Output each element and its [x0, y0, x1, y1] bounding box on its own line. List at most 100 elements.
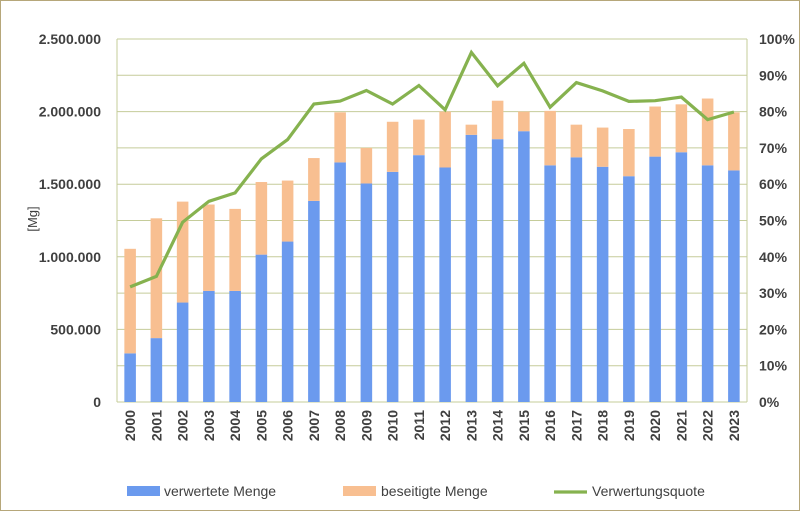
bar-beseitigte-menge	[334, 112, 346, 162]
bar-verwertete-menge	[124, 353, 136, 402]
bar-verwertete-menge	[728, 170, 740, 402]
x-tick-label: 2004	[227, 410, 243, 441]
x-tick-label: 2006	[280, 410, 296, 441]
legend-label-beseitigte-menge: beseitigte Menge	[381, 483, 488, 499]
bar-beseitigte-menge	[676, 104, 688, 152]
y-left-tick-label: 2.500.000	[39, 31, 101, 47]
y-right-tick-label: 0%	[759, 394, 780, 410]
legend-label-verwertete-menge: verwertete Menge	[164, 483, 276, 499]
x-tick-label: 2011	[411, 410, 427, 441]
bar-beseitigte-menge	[308, 158, 320, 201]
bar-verwertete-menge	[571, 157, 583, 402]
x-tick-label: 2013	[463, 410, 479, 441]
x-tick-label: 2000	[122, 410, 138, 441]
bar-beseitigte-menge	[229, 209, 241, 291]
y-axis-left: 0 500.000 1.000.000 1.500.000 2.000.000 2.500…	[39, 31, 102, 410]
y-right-tick-label: 90%	[759, 67, 788, 83]
bar-beseitigte-menge	[361, 148, 373, 184]
y-left-tick-label: 500.000	[50, 321, 101, 337]
y-right-tick-label: 10%	[759, 358, 788, 374]
bar-beseitigte-menge	[492, 101, 504, 139]
bar-verwertete-menge	[649, 157, 661, 402]
y-right-tick-label: 70%	[759, 140, 788, 156]
x-tick-label: 2023	[726, 410, 742, 441]
y-right-tick-label: 60%	[759, 176, 788, 192]
bar-verwertete-menge	[597, 167, 609, 402]
x-tick-label: 2022	[700, 410, 716, 441]
bar-verwertete-menge	[387, 172, 399, 402]
bar-verwertete-menge	[361, 183, 373, 402]
x-tick-label: 2009	[358, 410, 374, 441]
bar-verwertete-menge	[518, 131, 530, 402]
bar-verwertete-menge	[203, 291, 215, 402]
x-tick-label: 2020	[647, 410, 663, 441]
x-tick-label: 2016	[542, 410, 558, 441]
bar-beseitigte-menge	[282, 181, 294, 242]
x-tick-label: 2007	[306, 410, 322, 441]
y-left-tick-label: 0	[93, 394, 101, 410]
x-tick-label: 2014	[490, 410, 506, 441]
x-tick-label: 2002	[175, 410, 191, 441]
legend-swatch-verwertete-menge	[127, 486, 160, 496]
bar-verwertete-menge	[702, 165, 714, 402]
y-right-tick-label: 20%	[759, 321, 788, 337]
bar-beseitigte-menge	[544, 111, 556, 165]
bar-beseitigte-menge	[597, 128, 609, 167]
bar-verwertete-menge	[623, 176, 635, 402]
bar-verwertete-menge	[544, 165, 556, 402]
y-left-tick-label: 1.500.000	[39, 176, 101, 192]
legend-swatch-beseitigte-menge	[343, 486, 376, 496]
y-right-tick-label: 40%	[759, 249, 788, 265]
line-verwertungsquote	[130, 52, 734, 287]
bar-series	[124, 99, 739, 402]
legend: verwertete Menge beseitigte Menge Verwertu…	[127, 483, 705, 499]
y-axis-right: 0% 10% 20% 30% 40% 50% 60% 70% 80% 90% 100%	[759, 31, 795, 410]
bar-verwertete-menge	[177, 303, 189, 402]
x-tick-label: 2015	[516, 410, 532, 441]
bar-beseitigte-menge	[623, 129, 635, 176]
y-right-tick-label: 30%	[759, 285, 788, 301]
bar-beseitigte-menge	[177, 202, 189, 303]
bar-beseitigte-menge	[203, 205, 215, 291]
bar-beseitigte-menge	[413, 120, 425, 156]
x-tick-label: 2001	[148, 410, 164, 441]
bar-beseitigte-menge	[702, 99, 714, 166]
bar-verwertete-menge	[151, 338, 163, 402]
bar-verwertete-menge	[676, 152, 688, 402]
bar-beseitigte-menge	[256, 182, 268, 255]
bar-verwertete-menge	[413, 155, 425, 402]
x-tick-label: 2008	[332, 410, 348, 441]
y-left-tick-label: 2.000.000	[39, 104, 101, 120]
y-right-tick-label: 100%	[759, 31, 795, 47]
bar-beseitigte-menge	[439, 112, 451, 168]
line-series	[130, 52, 734, 287]
y-right-tick-label: 50%	[759, 213, 788, 229]
bar-beseitigte-menge	[728, 112, 740, 170]
x-tick-label: 2010	[385, 410, 401, 441]
y-left-tick-label: 1.000.000	[39, 249, 101, 265]
y-axis-left-title: [Mg]	[25, 206, 40, 231]
bar-beseitigte-menge	[466, 125, 478, 135]
bar-beseitigte-menge	[124, 249, 136, 354]
x-tick-label: 2018	[595, 410, 611, 441]
bar-verwertete-menge	[492, 139, 504, 402]
x-tick-label: 2019	[621, 410, 637, 441]
bar-verwertete-menge	[229, 291, 241, 402]
bar-verwertete-menge	[334, 162, 346, 402]
y-right-tick-label: 80%	[759, 104, 788, 120]
bar-beseitigte-menge	[571, 125, 583, 158]
bar-verwertete-menge	[466, 135, 478, 402]
bar-verwertete-menge	[282, 242, 294, 402]
x-tick-label: 2017	[568, 410, 584, 441]
bar-beseitigte-menge	[518, 112, 530, 132]
x-tick-label: 2003	[201, 410, 217, 441]
x-tick-label: 2012	[437, 410, 453, 441]
bar-verwertete-menge	[439, 168, 451, 402]
bar-verwertete-menge	[256, 255, 268, 402]
legend-label-verwertungsquote: Verwertungsquote	[592, 483, 705, 499]
bar-verwertete-menge	[308, 201, 320, 402]
bar-beseitigte-menge	[649, 107, 661, 157]
